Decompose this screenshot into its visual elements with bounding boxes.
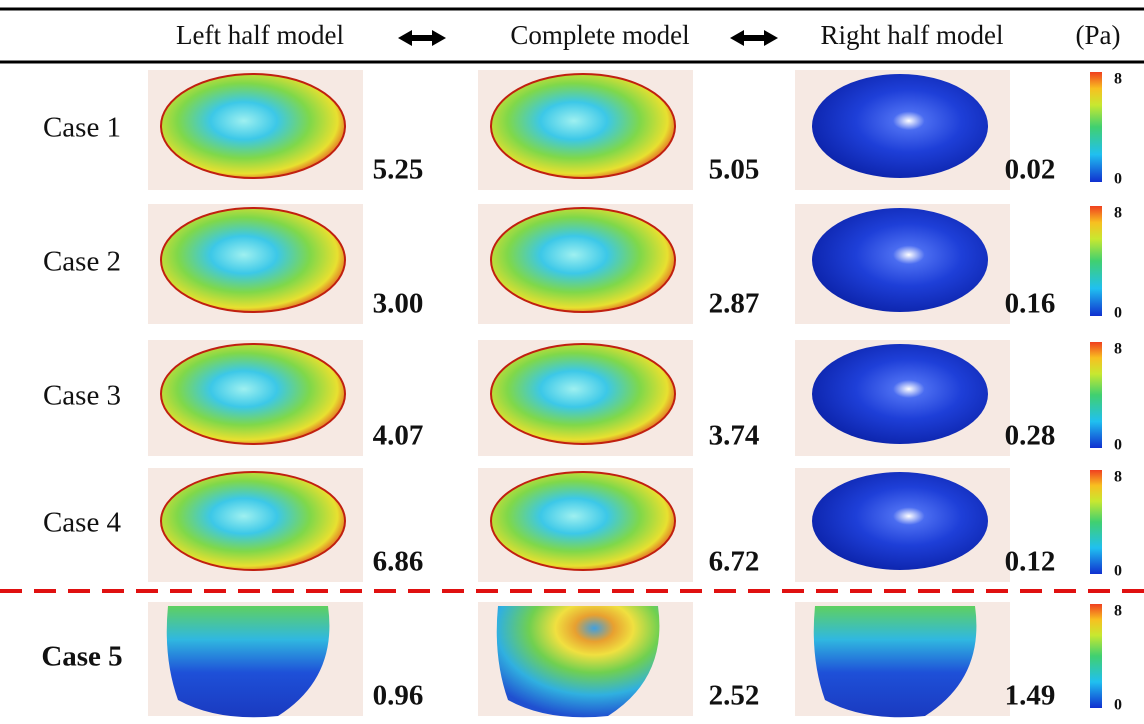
case-label: Case 2 — [43, 246, 121, 278]
model-surface — [161, 74, 345, 178]
cells: Case 1 5.25 5.05 0.02 8 0 Case 2 3.00 2.87 0.16 8 0… — [41, 70, 1122, 717]
colorbar-min: 0 — [1114, 305, 1122, 322]
colorbar-min: 0 — [1114, 697, 1122, 714]
colorbar — [1090, 72, 1102, 182]
colorbar — [1090, 604, 1102, 708]
colorbar-max: 8 — [1114, 603, 1122, 620]
model-surface — [491, 344, 675, 444]
colorbar — [1090, 206, 1102, 316]
model-surface — [812, 74, 988, 178]
figure: Left half model Complete model Right hal… — [0, 0, 1144, 724]
model-surface — [161, 472, 345, 570]
value: 3.74 — [709, 420, 760, 452]
case-label: Case 3 — [43, 380, 121, 412]
model-surface — [812, 208, 988, 312]
model-surface — [161, 208, 345, 312]
value: 0.16 — [1005, 288, 1056, 320]
model-surface — [812, 472, 988, 570]
case-label: Case 5 — [41, 641, 122, 673]
model-surface — [812, 344, 988, 444]
case-label: Case 4 — [43, 507, 122, 539]
model-surface — [161, 344, 345, 444]
value: 6.86 — [373, 546, 424, 578]
value: 6.72 — [709, 546, 760, 578]
value: 0.12 — [1005, 546, 1056, 578]
colorbar — [1090, 470, 1102, 574]
value: 5.05 — [709, 154, 760, 186]
unit-label: (Pa) — [1076, 20, 1121, 50]
colorbar-min: 0 — [1114, 171, 1122, 188]
value: 4.07 — [373, 420, 424, 452]
model-surface — [491, 74, 675, 178]
colorbar — [1090, 342, 1102, 448]
value: 5.25 — [373, 154, 424, 186]
value: 2.87 — [709, 288, 760, 320]
model-surface — [491, 472, 675, 570]
column-header: Left half model — [176, 20, 344, 50]
column-header: Complete model — [510, 20, 689, 50]
value: 2.52 — [709, 680, 760, 712]
value: 0.28 — [1005, 420, 1056, 452]
colorbar-max: 8 — [1114, 469, 1122, 486]
colorbar-min: 0 — [1114, 437, 1122, 454]
model-surface — [491, 208, 675, 312]
value: 0.02 — [1005, 154, 1056, 186]
value: 0.96 — [373, 680, 424, 712]
colorbar-max: 8 — [1114, 205, 1122, 222]
column-header: Right half model — [821, 20, 1004, 50]
colorbar-max: 8 — [1114, 71, 1122, 88]
colorbar-min: 0 — [1114, 563, 1122, 580]
case-label: Case 1 — [43, 112, 121, 144]
colorbar-max: 8 — [1114, 341, 1122, 358]
value: 1.49 — [1005, 680, 1056, 712]
value: 3.00 — [373, 288, 424, 320]
